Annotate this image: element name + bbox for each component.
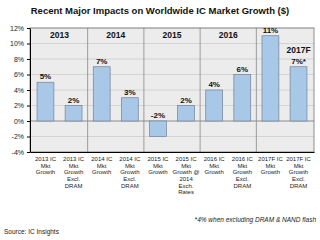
data-label: 11% (263, 26, 279, 35)
y-tick-mark (27, 106, 30, 107)
y-tick-label: 0% (14, 118, 24, 125)
y-tick-label: 12% (10, 25, 24, 32)
bars (37, 36, 307, 137)
y-tick-mark (27, 90, 30, 91)
x-tick-label: 2016 ICMktGrowthExcl.DRAM (232, 156, 254, 188)
data-label: 4% (208, 80, 220, 89)
y-tick-mark (27, 152, 30, 153)
group-label: 2014 (106, 30, 125, 40)
x-tick-label: 2016 ICMktGrowth (204, 156, 226, 175)
group-label: 2017F (286, 45, 310, 55)
x-tick-label: 2013 ICMktGrowth (35, 156, 57, 175)
x-tick-label: 2017F ICMktGrowth (258, 156, 283, 175)
data-labels: 5% 2% 7% 3% -2% 2% 4% 6% 11% 7%* (40, 26, 307, 120)
y-axis: -4% -2% 0% 2% 4% 6% 8% 10% 12% (10, 25, 31, 156)
y-tick-label: -4% (12, 149, 24, 156)
data-label: 2% (180, 96, 192, 105)
y-tick-label: 2% (14, 102, 24, 109)
y-tick: 0% (14, 118, 30, 125)
bar (178, 106, 195, 122)
bar (150, 121, 167, 137)
plot-background (30, 28, 314, 152)
x-axis-line (31, 152, 315, 153)
bar (37, 82, 54, 121)
y-tick-mark (27, 121, 30, 122)
data-label: 5% (40, 72, 52, 81)
x-tick: 2016 ICMktGrowth (204, 156, 226, 175)
grid-line (30, 136, 314, 137)
y-tick-label: -2% (12, 133, 24, 140)
x-tick-label: 2015 ICMktGrowth (147, 156, 169, 175)
y-tick: 12% (10, 25, 30, 32)
bar (234, 75, 251, 122)
x-tick-label: 2015 ICMktGrowth @2014Exch.Rates (173, 156, 200, 195)
x-tick: 2016 ICMktGrowthExcl.DRAM (232, 156, 254, 188)
data-label: 6% (237, 65, 249, 74)
x-tick: 2013 ICMktGrowthExcl.DRAM (63, 156, 85, 188)
x-tick-label: 2013 ICMktGrowthExcl.DRAM (63, 156, 85, 188)
y-tick: 8% (14, 56, 30, 63)
group-labels: 2013 2014 2015 2016 2017F (50, 30, 311, 55)
y-tick-mark (27, 44, 30, 45)
data-label: 2% (68, 96, 80, 105)
x-tick: 2017F ICMktGrowthExcl.DRAM (286, 156, 311, 188)
y-tick-mark (27, 59, 30, 60)
y-tick-label: 10% (10, 40, 24, 47)
y-tick: -2% (12, 133, 30, 140)
data-label: 7% (96, 57, 108, 66)
x-tick-label: 2017F ICMktGrowthExcl.DRAM (286, 156, 311, 188)
x-tick: 2015 ICMktGrowth (147, 156, 169, 175)
y-tick: 10% (10, 40, 30, 47)
y-tick-label: 8% (14, 56, 24, 63)
x-tick: 2014 ICMktGrowthExcl.DRAM (119, 156, 141, 188)
x-tick-label: 2014 ICMktGrowth (91, 156, 113, 175)
bar (93, 67, 110, 121)
bar (290, 67, 307, 121)
source: Source: IC Insights (4, 228, 60, 236)
y-tick-mark (27, 137, 30, 138)
group-label: 2016 (219, 30, 238, 40)
x-tick: 2013 ICMktGrowth (35, 156, 57, 175)
group-divider (143, 28, 144, 152)
group-label: 2015 (163, 30, 182, 40)
bar (121, 98, 138, 121)
y-tick: 6% (14, 71, 30, 78)
plot-frame (30, 28, 314, 152)
x-tick: 2014 ICMktGrowth (91, 156, 113, 175)
data-label: 7%* (291, 57, 307, 66)
group-label: 2013 (50, 30, 69, 40)
chart: -4%-2%0%2%4%6%8%10%12%2013 ICMktGrowth20… (0, 0, 320, 240)
y-tick: 2% (14, 102, 30, 109)
y-tick-mark (27, 28, 30, 29)
bar (65, 106, 82, 122)
bar (262, 36, 279, 121)
bar (206, 90, 223, 121)
y-tick-label: 4% (14, 87, 24, 94)
grid (30, 28, 314, 152)
title: Recent Major Impacts on Worldwide IC Mar… (31, 5, 289, 16)
y-tick-mark (27, 75, 30, 76)
group-dividers (88, 28, 257, 152)
y-axis-line (30, 29, 31, 153)
x-axis: 2013 ICMktGrowth 2013 ICMktGrowthExcl.DRA… (31, 153, 315, 196)
group-divider (87, 28, 88, 152)
group-divider (256, 28, 257, 152)
group-divider (200, 28, 201, 152)
y-tick: -4% (12, 149, 30, 156)
footnote: *4% when excluding DRAM & NAND flash (195, 216, 317, 224)
x-tick: 2017F ICMktGrowth (258, 156, 283, 175)
data-label: 3% (124, 88, 136, 97)
y-tick: 4% (14, 87, 30, 94)
y-tick-label: 6% (14, 71, 24, 78)
x-tick-label: 2014 ICMktGrowthExcl.DRAM (119, 156, 141, 188)
x-tick: 2015 ICMktGrowth @2014Exch.Rates (173, 156, 200, 195)
data-label: -2% (151, 111, 165, 120)
